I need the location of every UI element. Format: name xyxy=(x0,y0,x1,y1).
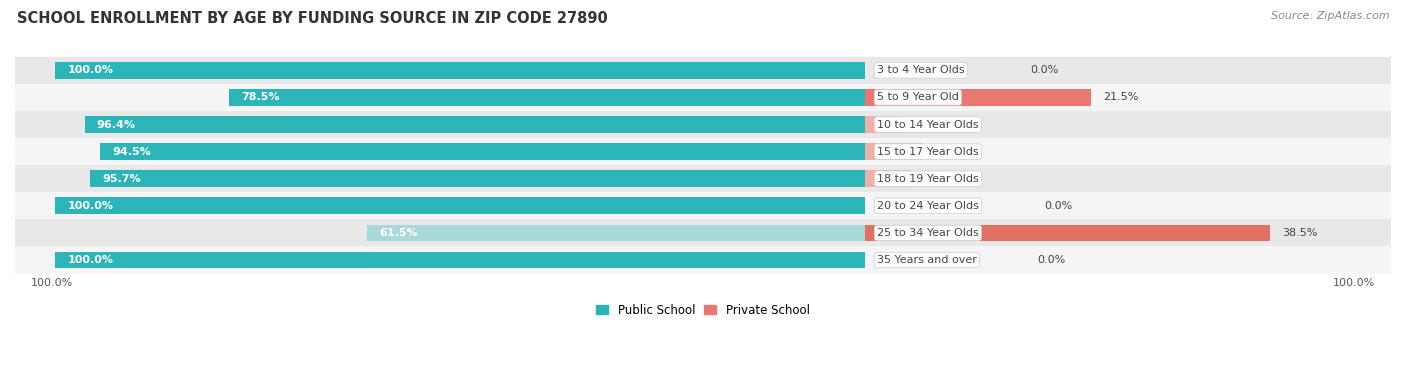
Text: 100.0%: 100.0% xyxy=(67,201,114,211)
Text: 38.5%: 38.5% xyxy=(1282,228,1317,238)
Text: 3.6%: 3.6% xyxy=(915,120,943,130)
Text: 96.4%: 96.4% xyxy=(97,120,136,130)
Text: 0.0%: 0.0% xyxy=(1045,201,1073,211)
Text: 10 to 14 Year Olds: 10 to 14 Year Olds xyxy=(877,120,979,130)
Bar xyxy=(100,143,865,160)
Text: 0.0%: 0.0% xyxy=(1038,255,1066,265)
Text: 4.4%: 4.4% xyxy=(924,174,952,184)
Text: 15 to 17 Year Olds: 15 to 17 Year Olds xyxy=(877,147,979,156)
Bar xyxy=(229,89,865,106)
Text: 78.5%: 78.5% xyxy=(242,92,280,103)
Text: 5.5%: 5.5% xyxy=(935,147,963,156)
Text: 100.0%: 100.0% xyxy=(67,255,114,265)
Text: Source: ZipAtlas.com: Source: ZipAtlas.com xyxy=(1271,11,1389,21)
Bar xyxy=(55,62,865,79)
Text: SCHOOL ENROLLMENT BY AGE BY FUNDING SOURCE IN ZIP CODE 27890: SCHOOL ENROLLMENT BY AGE BY FUNDING SOUR… xyxy=(17,11,607,26)
Bar xyxy=(15,138,1391,165)
Bar xyxy=(865,170,911,187)
Text: 100.0%: 100.0% xyxy=(31,277,73,288)
Bar xyxy=(865,116,903,133)
Bar xyxy=(15,57,1391,84)
Bar xyxy=(90,170,865,187)
Text: 20 to 24 Year Olds: 20 to 24 Year Olds xyxy=(877,201,979,211)
Text: 21.5%: 21.5% xyxy=(1104,92,1139,103)
Text: 35 Years and over: 35 Years and over xyxy=(877,255,977,265)
Bar xyxy=(15,111,1391,138)
Bar xyxy=(15,192,1391,219)
Legend: Public School, Private School: Public School, Private School xyxy=(592,299,814,321)
Bar xyxy=(865,89,1091,106)
Text: 61.5%: 61.5% xyxy=(380,228,418,238)
Text: 0.0%: 0.0% xyxy=(1031,65,1059,75)
Bar xyxy=(367,225,865,241)
Bar xyxy=(84,116,865,133)
Text: 100.0%: 100.0% xyxy=(67,65,114,75)
Bar xyxy=(15,219,1391,247)
Text: 25 to 34 Year Olds: 25 to 34 Year Olds xyxy=(877,228,979,238)
Text: 100.0%: 100.0% xyxy=(1333,277,1375,288)
Text: 95.7%: 95.7% xyxy=(103,174,141,184)
Bar xyxy=(55,198,865,214)
Bar xyxy=(55,251,865,268)
Bar xyxy=(15,84,1391,111)
Bar xyxy=(15,247,1391,274)
Text: 18 to 19 Year Olds: 18 to 19 Year Olds xyxy=(877,174,979,184)
Bar xyxy=(865,225,1270,241)
Text: 3 to 4 Year Olds: 3 to 4 Year Olds xyxy=(877,65,965,75)
Text: 94.5%: 94.5% xyxy=(112,147,150,156)
Text: 5 to 9 Year Old: 5 to 9 Year Old xyxy=(877,92,959,103)
Bar xyxy=(15,165,1391,192)
Bar xyxy=(865,143,922,160)
